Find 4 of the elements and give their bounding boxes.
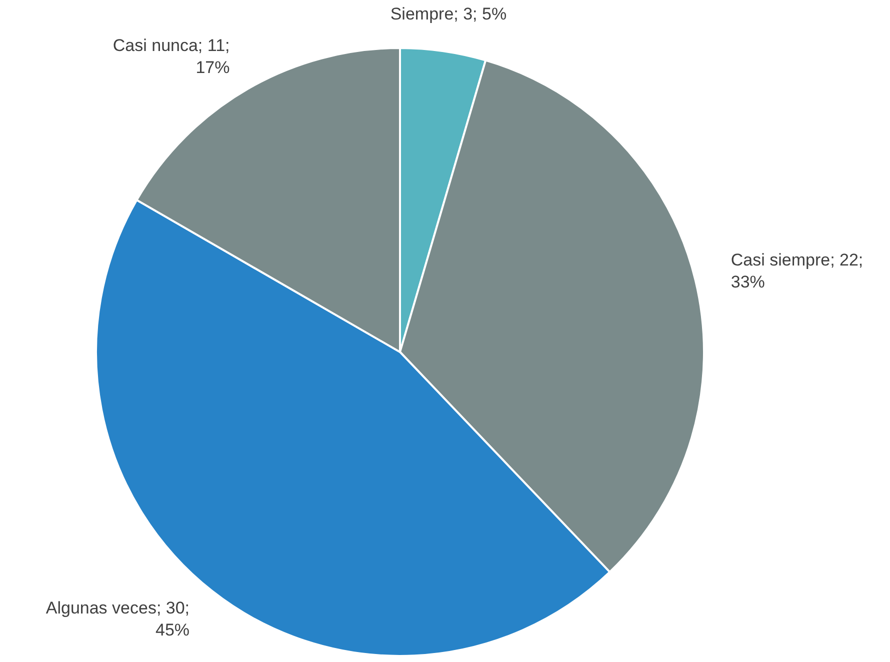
slice-label: Siempre; 3; 5% — [390, 4, 507, 24]
slice-label: Algunas veces; 30; 45% — [46, 598, 190, 640]
slice-label: Casi siempre; 22; 33% — [730, 250, 864, 292]
slice-label: Casi nunca; 11; 17% — [112, 36, 230, 77]
